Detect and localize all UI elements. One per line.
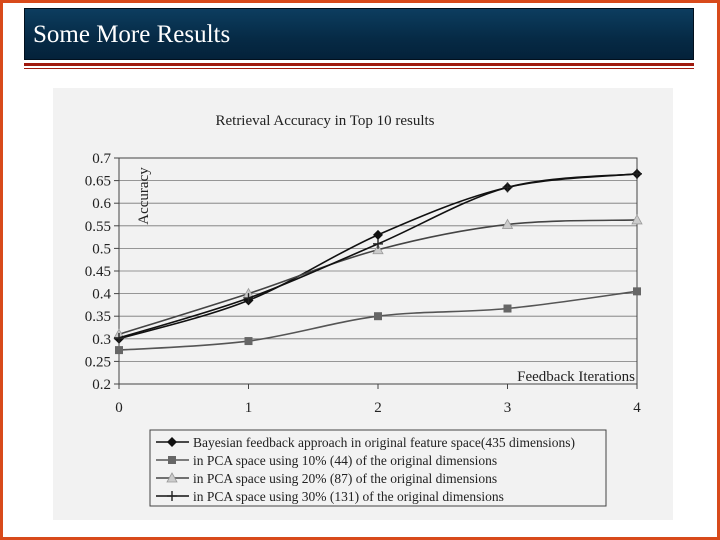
marker-square: [115, 346, 123, 355]
series-line: [118, 290, 638, 351]
slide-title-bar: Some More Results: [24, 8, 694, 60]
y-tick-label: 0.25: [85, 354, 111, 370]
chart-title: Retrieval Accuracy in Top 10 results: [215, 113, 434, 129]
y-tick-label: 0.65: [85, 174, 111, 190]
title-underline: [24, 63, 694, 66]
legend-label: Bayesian feedback approach in original f…: [193, 435, 575, 450]
x-axis-label: Feedback Iterations: [517, 369, 635, 385]
y-tick-label: 0.6: [92, 196, 111, 212]
y-tick-label: 0.2: [92, 377, 111, 393]
marker-diamond: [373, 229, 383, 240]
y-axis-label: Accuracy: [136, 167, 152, 225]
slide-title: Some More Results: [33, 21, 231, 48]
y-axis-ticks: 0.7 0.65 0.6 0.55 0.5 0.45 0.4 0.35 0.3 0.25 0.2: [85, 151, 119, 393]
marker-square: [374, 312, 382, 321]
legend-entry-2: in PCA space using 10% (44) of the origi…: [156, 453, 497, 468]
line-chart: Retrieval Accuracy in Top 10 results 0.7…: [85, 113, 643, 507]
legend-entry-3: in PCA space using 20% (87) of the origi…: [156, 471, 497, 486]
marker-square: [168, 456, 176, 464]
x-tick-label: 4: [633, 400, 641, 416]
title-underline-thin: [24, 68, 694, 69]
legend-box: [149, 429, 607, 507]
marker-triangle: [631, 214, 643, 225]
chart-image: Retrieval Accuracy in Top 10 results 0.7…: [53, 88, 673, 520]
marker-diamond: [167, 437, 177, 447]
chart-grid: [119, 157, 637, 385]
y-tick-label: 0.4: [92, 287, 111, 303]
legend-label: in PCA space using 20% (87) of the origi…: [193, 471, 497, 486]
legend-label: in PCA space using 10% (44) of the origi…: [193, 453, 497, 468]
marker-square: [244, 337, 253, 346]
chart-series: [113, 168, 643, 355]
marker-triangle: [372, 243, 384, 255]
x-tick-label: 2: [374, 400, 382, 416]
marker-square: [503, 304, 512, 313]
x-axis-ticks: 0 1 2 3 4: [115, 384, 641, 416]
legend: Bayesian feedback approach in original f…: [156, 435, 575, 504]
y-tick-label: 0.3: [92, 332, 111, 348]
marker-square: [633, 287, 641, 296]
legend-entry-4: in PCA space using 30% (131) of the orig…: [156, 489, 504, 504]
x-tick-label: 3: [504, 400, 512, 416]
legend-entry-1: Bayesian feedback approach in original f…: [156, 435, 575, 450]
y-tick-label: 0.55: [85, 219, 111, 235]
y-tick-label: 0.45: [85, 264, 111, 280]
y-tick-label: 0.7: [92, 151, 111, 167]
marker-triangle: [501, 218, 514, 229]
x-tick-label: 0: [115, 400, 123, 416]
y-tick-label: 0.5: [92, 241, 111, 257]
series-2: [115, 287, 641, 355]
y-tick-label: 0.35: [85, 309, 111, 325]
x-tick-label: 1: [245, 400, 253, 416]
series-4: [114, 168, 642, 343]
marker-triangle: [166, 472, 178, 483]
legend-label: in PCA space using 30% (131) of the orig…: [193, 489, 504, 504]
